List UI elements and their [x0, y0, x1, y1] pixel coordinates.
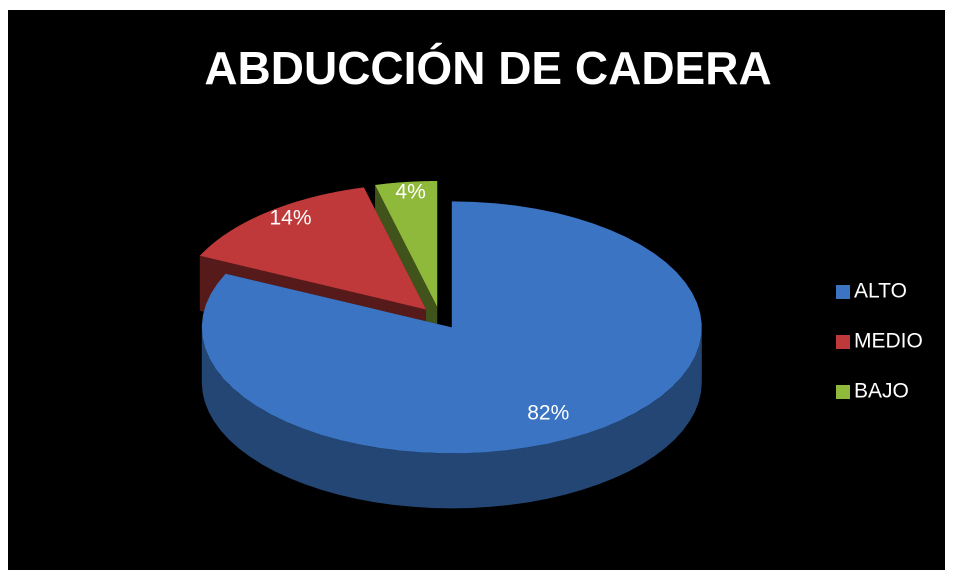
data-label: 82%: [527, 402, 569, 425]
slice: [199, 187, 426, 310]
slice: [201, 201, 702, 454]
legend-swatch: [836, 385, 850, 399]
legend-label: BAJO: [854, 380, 909, 403]
slice: [375, 180, 438, 307]
chart-title: ABDUCCIÓN DE CADERA: [204, 42, 771, 94]
legend-label: ALTO: [854, 280, 907, 303]
data-label: 4%: [395, 180, 425, 203]
legend-swatch: [836, 335, 850, 349]
data-label: 14%: [270, 206, 312, 229]
legend-swatch: [836, 285, 850, 299]
slice-side: [201, 327, 702, 509]
legend-label: MEDIO: [854, 330, 923, 353]
